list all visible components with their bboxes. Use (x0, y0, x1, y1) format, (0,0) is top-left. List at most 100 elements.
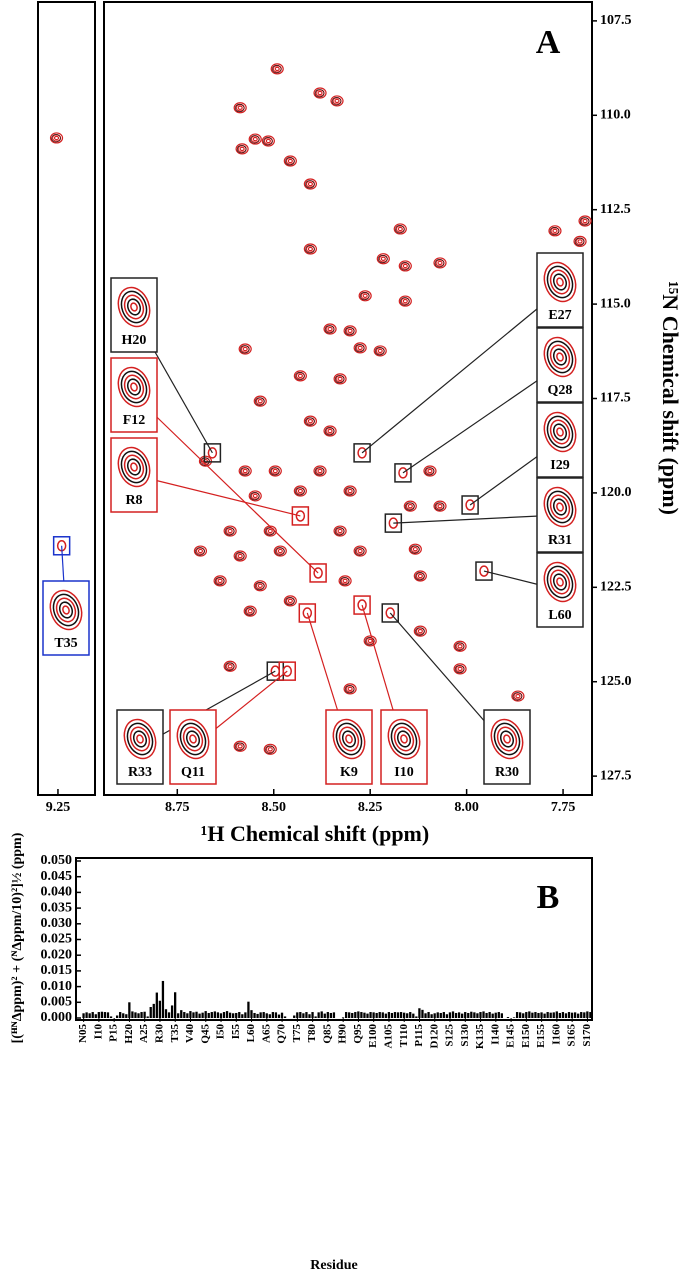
contour (337, 528, 343, 534)
bar (512, 1017, 516, 1018)
contour (269, 467, 280, 476)
inset-label: Q28 (548, 383, 573, 398)
contour (233, 102, 247, 114)
contour (313, 567, 323, 579)
peak (573, 235, 587, 248)
y-tick-label: 0.025 (41, 932, 73, 947)
peak (330, 95, 344, 107)
bar (488, 1012, 491, 1018)
peak (243, 605, 257, 617)
inset-label: R8 (125, 493, 142, 508)
contour (363, 635, 377, 647)
bar (274, 1012, 278, 1018)
contour (357, 447, 367, 459)
peak (303, 178, 317, 190)
bar (448, 1012, 452, 1018)
peak (358, 290, 372, 302)
peak (353, 342, 367, 354)
contour (249, 492, 260, 501)
bar (180, 1010, 183, 1018)
y-tick-label: 107.5 (600, 13, 632, 28)
contour (397, 226, 403, 232)
contour (433, 257, 447, 269)
inset-contour (543, 261, 577, 303)
contour (415, 572, 425, 581)
bar (470, 1011, 473, 1018)
bar (283, 1016, 287, 1018)
contour (261, 135, 275, 147)
leader-line (402, 364, 561, 474)
bar (525, 1012, 528, 1018)
bar (137, 1013, 140, 1018)
bar (155, 992, 158, 1018)
peak (49, 132, 64, 144)
contour (323, 425, 337, 437)
peak (333, 525, 347, 537)
leader-line (133, 474, 301, 517)
contour (454, 665, 465, 674)
contour (277, 548, 283, 554)
x-tick-label: E100 (367, 1024, 379, 1048)
inset-contour (499, 730, 515, 748)
inset-contour (130, 302, 138, 312)
inset-contour (123, 374, 145, 400)
contour (287, 598, 293, 604)
bar (91, 1012, 94, 1018)
contour (465, 499, 475, 511)
bar (558, 1012, 562, 1018)
bar (412, 1013, 415, 1018)
contour (285, 157, 295, 166)
peak (223, 525, 237, 537)
contour (247, 608, 253, 614)
bar (170, 1005, 174, 1018)
contour (270, 63, 284, 75)
contour (227, 528, 233, 534)
peak (338, 575, 352, 587)
inset-contour (390, 722, 418, 756)
inset-contour (117, 286, 151, 328)
labeled-peak (461, 495, 479, 515)
bar (500, 1013, 503, 1018)
inset-contour (120, 370, 148, 404)
inset-contour (543, 411, 577, 453)
bar (418, 1008, 421, 1018)
bar (473, 1012, 476, 1018)
y-tick-label: 0.035 (41, 900, 73, 915)
contour (257, 398, 263, 404)
contour (413, 625, 427, 637)
inset-contour (546, 415, 574, 449)
leader-line (393, 514, 561, 524)
inset-contour (338, 726, 360, 752)
peak (323, 425, 337, 437)
bar (143, 1011, 146, 1018)
contour (323, 323, 337, 335)
bar (228, 1012, 232, 1018)
peak-box (461, 495, 479, 515)
peak (376, 253, 390, 265)
y-tick-label: 0.020 (41, 947, 73, 962)
inset-contour (132, 730, 148, 748)
contour (394, 225, 405, 234)
bar (225, 1011, 229, 1018)
peak-box (291, 506, 310, 526)
x-tick-label: T110 (398, 1024, 410, 1048)
inset-contour (117, 366, 151, 408)
x-tick-label: I160 (550, 1024, 562, 1045)
bar (586, 1011, 589, 1018)
x-axis-label: ¹H Chemical shift (ppm) (201, 821, 429, 846)
peak (293, 370, 307, 382)
bar (482, 1011, 485, 1018)
contour (268, 465, 282, 477)
x-tick-label: Q85 (321, 1024, 333, 1044)
peak (238, 465, 252, 477)
peak (283, 595, 297, 607)
peak (233, 102, 247, 114)
bar (540, 1012, 543, 1018)
contour (244, 607, 255, 616)
contour (242, 346, 248, 352)
bar (103, 1012, 107, 1018)
strip-frame (37, 1, 96, 796)
x-tick-label: T35 (169, 1024, 181, 1043)
contour (239, 345, 250, 354)
contour (479, 565, 489, 577)
